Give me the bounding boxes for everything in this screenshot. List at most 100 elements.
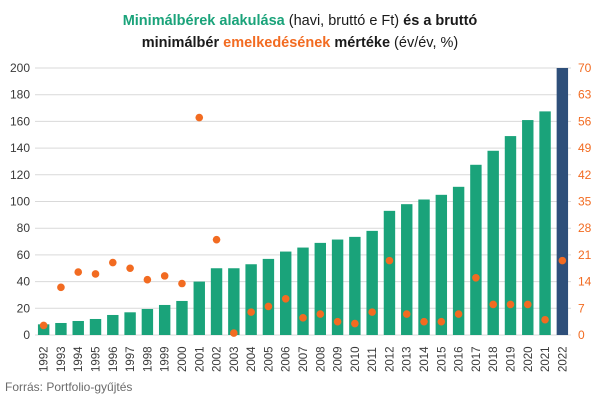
data-point <box>195 113 204 122</box>
x-tick-label: 2008 <box>315 346 327 372</box>
y-right-tick-label: 49 <box>578 141 592 155</box>
bar <box>55 322 67 335</box>
y-left-tick-label: 80 <box>17 221 31 235</box>
data-point <box>57 283 65 292</box>
data-point <box>212 235 221 244</box>
data-point <box>109 258 117 267</box>
chart-title-line2: minimálbér emelkedésének mértéke (év/év,… <box>0 35 600 51</box>
bar <box>210 268 223 335</box>
y-right-tick-label: 7 <box>578 301 585 315</box>
y-left-tick-label: 200 <box>10 61 30 75</box>
x-tick-label: 2018 <box>488 346 500 372</box>
bar <box>435 194 448 335</box>
x-tick-label: 2000 <box>177 346 189 372</box>
y-right-tick-label: 0 <box>578 328 585 342</box>
title-segment-connector: és a bruttó <box>403 13 478 29</box>
bar <box>141 308 154 335</box>
bar <box>401 204 413 335</box>
x-tick-label: 2012 <box>384 346 396 372</box>
x-tick-label: 2022 <box>557 346 569 372</box>
x-tick-label: 1998 <box>142 346 154 372</box>
x-tick-label: 1992 <box>39 346 51 372</box>
data-point <box>143 275 152 284</box>
x-tick-label: 2002 <box>212 346 224 372</box>
bar <box>504 136 517 335</box>
bar <box>470 164 482 335</box>
x-tick-label: 2021 <box>540 346 552 372</box>
x-tick-label: 2010 <box>350 346 362 372</box>
data-point <box>39 321 48 330</box>
y-left-tick-label: 180 <box>10 88 30 102</box>
y-left-tick-label: 20 <box>17 301 31 315</box>
x-tick-label: 2016 <box>454 346 466 372</box>
data-point <box>506 300 515 309</box>
data-point <box>230 329 238 337</box>
x-tick-label: 1995 <box>91 346 103 372</box>
data-point <box>333 317 342 326</box>
y-left-tick-label: 140 <box>10 141 30 155</box>
data-point <box>264 302 273 311</box>
x-tick-label: 1993 <box>56 346 68 372</box>
data-point <box>178 279 186 288</box>
title-segment-measure: mértéke <box>334 35 391 51</box>
bar <box>107 314 119 335</box>
title-segment-highlight: emelkedésének <box>223 35 331 51</box>
data-point <box>523 300 532 309</box>
y-right-tick-label: 28 <box>578 221 592 235</box>
x-tick-label: 2007 <box>298 346 310 372</box>
x-tick-label: 1997 <box>125 346 137 372</box>
y-right-tick-label: 56 <box>578 114 592 128</box>
data-point <box>454 310 463 318</box>
data-point <box>316 310 325 318</box>
x-tick-label: 2005 <box>263 346 275 372</box>
data-point <box>160 272 169 280</box>
bar <box>522 120 534 335</box>
x-tick-label: 2006 <box>281 346 293 372</box>
x-tick-label: 2001 <box>194 346 206 372</box>
data-point <box>247 308 255 316</box>
bar <box>280 251 292 335</box>
y-left-tick-label: 60 <box>17 248 31 262</box>
y-left-tick-label: 100 <box>10 195 30 209</box>
bar <box>366 230 378 335</box>
data-point <box>402 310 411 318</box>
y-right-tick-label: 42 <box>578 168 592 182</box>
y-right-tick-label: 21 <box>578 248 592 262</box>
bar <box>158 304 171 335</box>
y-right-tick-label: 63 <box>578 88 592 102</box>
x-tick-label: 2020 <box>523 346 535 372</box>
chart-title-line1: Minimálbérek alakulása (havi, bruttó e F… <box>0 13 600 29</box>
bar <box>37 324 50 335</box>
data-point <box>558 256 567 265</box>
x-tick-label: 2019 <box>505 346 517 372</box>
data-point <box>541 315 549 324</box>
bar <box>314 242 326 335</box>
source-note: Forrás: Portfolio-gyűjtés <box>5 380 133 394</box>
bar <box>262 258 275 335</box>
bar <box>539 111 551 335</box>
bar <box>452 186 465 335</box>
title-segment-subject: minimálbér <box>141 35 220 51</box>
bar <box>228 268 240 335</box>
x-tick-label: 2014 <box>419 346 431 372</box>
data-point <box>420 317 428 326</box>
y-left-tick-label: 160 <box>10 114 30 128</box>
bar <box>176 300 188 335</box>
data-point <box>385 256 394 265</box>
x-tick-label: 2013 <box>402 346 414 372</box>
data-point <box>368 308 376 316</box>
x-tick-label: 1996 <box>108 346 120 372</box>
data-point <box>91 270 100 278</box>
y-left-tick-label: 40 <box>17 275 31 289</box>
bar <box>193 281 205 335</box>
bar <box>418 199 430 335</box>
bar <box>349 236 361 335</box>
bar <box>245 264 257 335</box>
y-right-tick-label: 70 <box>578 61 592 75</box>
y-right-tick-label: 14 <box>578 275 592 289</box>
x-tick-label: 2011 <box>367 347 379 372</box>
title-segment-unit2: (év/év, %) <box>394 35 459 51</box>
x-tick-label: 2003 <box>229 346 241 372</box>
x-tick-label: 1994 <box>73 346 85 372</box>
x-tick-label: 2004 <box>246 346 258 372</box>
